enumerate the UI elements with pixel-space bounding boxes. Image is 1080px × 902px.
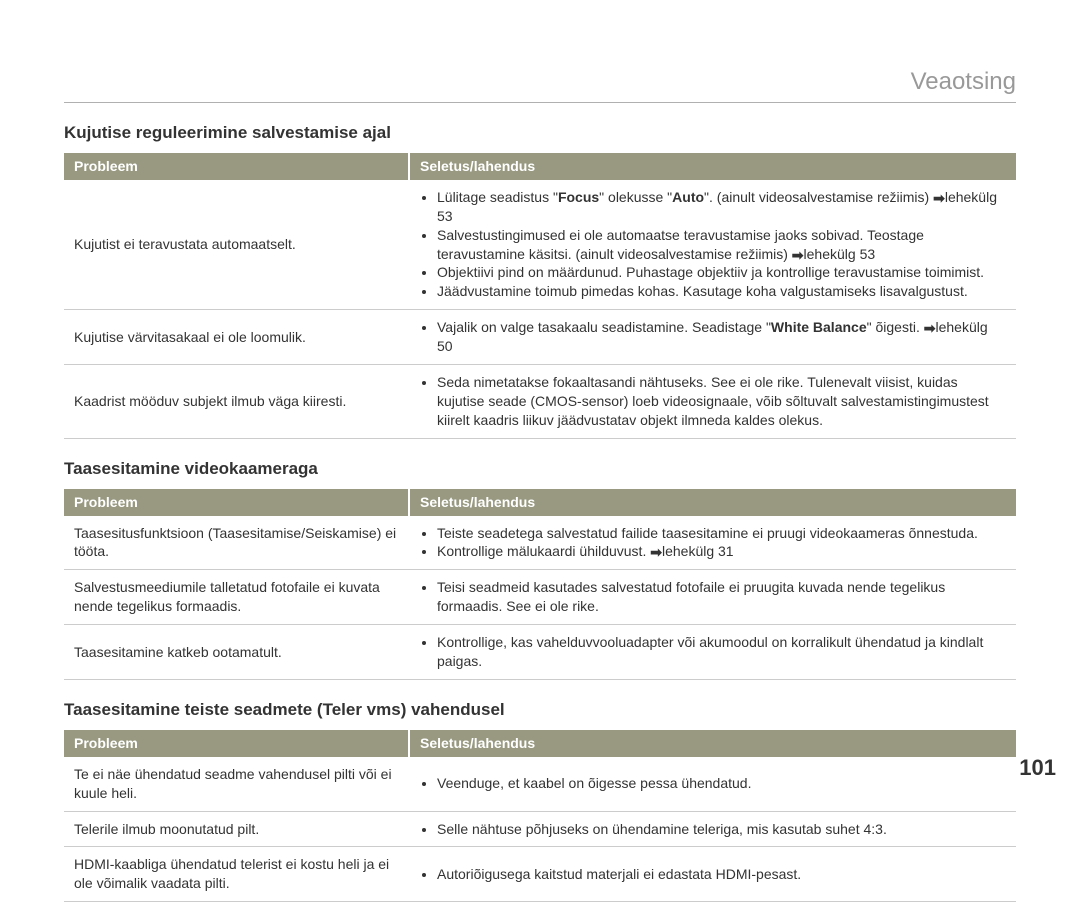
problem-cell: Kaadrist mööduv subjekt ilmub väga kiire… xyxy=(64,365,409,439)
page-number: 101 xyxy=(1019,755,1056,781)
solution-item: Teiste seadetega salvestatud failide taa… xyxy=(437,524,1006,543)
col-header-solution: Seletus/lahendus xyxy=(409,730,1016,757)
page-ref-arrow-icon: ➡ xyxy=(924,319,936,338)
solution-item: Kontrollige mälukaardi ühilduvust. ➡lehe… xyxy=(437,542,1006,561)
solution-item: Teisi seadmeid kasutades salvestatud fot… xyxy=(437,578,1006,616)
solution-item: Lülitage seadistus "Focus" olekusse "Aut… xyxy=(437,188,1006,226)
solution-list: Seda nimetatakse fokaaltasandi nähtuseks… xyxy=(419,373,1006,430)
table-row: Taasesitamine katkeb ootamatult. Kontroll… xyxy=(64,625,1016,680)
solution-cell: Teiste seadetega salvestatud failide taa… xyxy=(409,516,1016,570)
problem-cell: Salvestusmeediumile talletatud fotofaile… xyxy=(64,570,409,625)
solution-cell: Kontrollige, kas vahelduvvooluadapter võ… xyxy=(409,625,1016,680)
solution-list: Vajalik on valge tasakaalu seadistamine.… xyxy=(419,318,1006,356)
col-header-solution: Seletus/lahendus xyxy=(409,489,1016,516)
solution-list: Kontrollige, kas vahelduvvooluadapter võ… xyxy=(419,633,1006,671)
bold-term: White Balance xyxy=(771,319,867,335)
solution-item: Selle nähtuse põhjuseks on ühendamine te… xyxy=(437,820,1006,839)
problem-cell: Kujutist ei teravustata automaatselt. xyxy=(64,180,409,310)
solution-list: Selle nähtuse põhjuseks on ühendamine te… xyxy=(419,820,1006,839)
table-row: Taasesitusfunktsioon (Taasesitamise/Seis… xyxy=(64,516,1016,570)
solution-item: Kontrollige, kas vahelduvvooluadapter võ… xyxy=(437,633,1006,671)
page-ref-arrow-icon: ➡ xyxy=(650,543,662,562)
problem-cell: Taasesitamine katkeb ootamatult. xyxy=(64,625,409,680)
solution-item: Veenduge, et kaabel on õigesse pessa ühe… xyxy=(437,774,1006,793)
solution-cell: Teisi seadmeid kasutades salvestatud fot… xyxy=(409,570,1016,625)
problem-cell: Te ei näe ühendatud seadme vahendusel pi… xyxy=(64,757,409,811)
section-heading: Kujutise reguleerimine salvestamise ajal xyxy=(64,123,1016,143)
solution-list: Autoriõigusega kaitstud materjali ei eda… xyxy=(419,865,1006,884)
bold-term: Focus xyxy=(558,189,599,205)
solution-item: Jäädvustamine toimub pimedas kohas. Kasu… xyxy=(437,282,1006,301)
bold-term: Auto xyxy=(672,189,704,205)
solution-item: Autoriõigusega kaitstud materjali ei eda… xyxy=(437,865,1006,884)
troubleshooting-table: ProbleemSeletus/lahendusTaasesitusfunkts… xyxy=(64,489,1016,680)
page-title: Veaotsing xyxy=(64,68,1016,96)
table-row: HDMI-kaabliga ühendatud telerist ei kost… xyxy=(64,847,1016,902)
solution-item: Seda nimetatakse fokaaltasandi nähtuseks… xyxy=(437,373,1006,430)
section-heading: Taasesitamine videokaameraga xyxy=(64,459,1016,479)
title-rule xyxy=(64,102,1016,103)
table-row: Kujutist ei teravustata automaatselt. Lül… xyxy=(64,180,1016,310)
solution-cell: Vajalik on valge tasakaalu seadistamine.… xyxy=(409,310,1016,365)
troubleshooting-table: ProbleemSeletus/lahendusTe ei näe ühenda… xyxy=(64,730,1016,902)
page-ref-arrow-icon: ➡ xyxy=(792,246,804,265)
table-row: Kaadrist mööduv subjekt ilmub väga kiire… xyxy=(64,365,1016,439)
table-row: Te ei näe ühendatud seadme vahendusel pi… xyxy=(64,757,1016,811)
solution-list: Lülitage seadistus "Focus" olekusse "Aut… xyxy=(419,188,1006,301)
solution-item: Salvestustingimused ei ole automaatse te… xyxy=(437,226,1006,264)
solution-cell: Lülitage seadistus "Focus" olekusse "Aut… xyxy=(409,180,1016,310)
solution-cell: Selle nähtuse põhjuseks on ühendamine te… xyxy=(409,811,1016,847)
troubleshooting-table: ProbleemSeletus/lahendusKujutist ei tera… xyxy=(64,153,1016,439)
col-header-problem: Probleem xyxy=(64,730,409,757)
solution-item: Objektiivi pind on määrdunud. Puhastage … xyxy=(437,263,1006,282)
problem-cell: Telerile ilmub moonutatud pilt. xyxy=(64,811,409,847)
page-ref-arrow-icon: ➡ xyxy=(933,189,945,208)
solution-cell: Veenduge, et kaabel on õigesse pessa ühe… xyxy=(409,757,1016,811)
table-row: Telerile ilmub moonutatud pilt. Selle näh… xyxy=(64,811,1016,847)
solution-cell: Seda nimetatakse fokaaltasandi nähtuseks… xyxy=(409,365,1016,439)
table-row: Salvestusmeediumile talletatud fotofaile… xyxy=(64,570,1016,625)
solution-item: Vajalik on valge tasakaalu seadistamine.… xyxy=(437,318,1006,356)
table-row: Kujutise värvitasakaal ei ole loomulik. V… xyxy=(64,310,1016,365)
solution-list: Veenduge, et kaabel on õigesse pessa ühe… xyxy=(419,774,1006,793)
problem-cell: HDMI-kaabliga ühendatud telerist ei kost… xyxy=(64,847,409,902)
problem-cell: Taasesitusfunktsioon (Taasesitamise/Seis… xyxy=(64,516,409,570)
solution-list: Teisi seadmeid kasutades salvestatud fot… xyxy=(419,578,1006,616)
solution-list: Teiste seadetega salvestatud failide taa… xyxy=(419,524,1006,562)
solution-cell: Autoriõigusega kaitstud materjali ei eda… xyxy=(409,847,1016,902)
col-header-problem: Probleem xyxy=(64,489,409,516)
section-heading: Taasesitamine teiste seadmete (Teler vms… xyxy=(64,700,1016,720)
col-header-solution: Seletus/lahendus xyxy=(409,153,1016,180)
col-header-problem: Probleem xyxy=(64,153,409,180)
problem-cell: Kujutise värvitasakaal ei ole loomulik. xyxy=(64,310,409,365)
